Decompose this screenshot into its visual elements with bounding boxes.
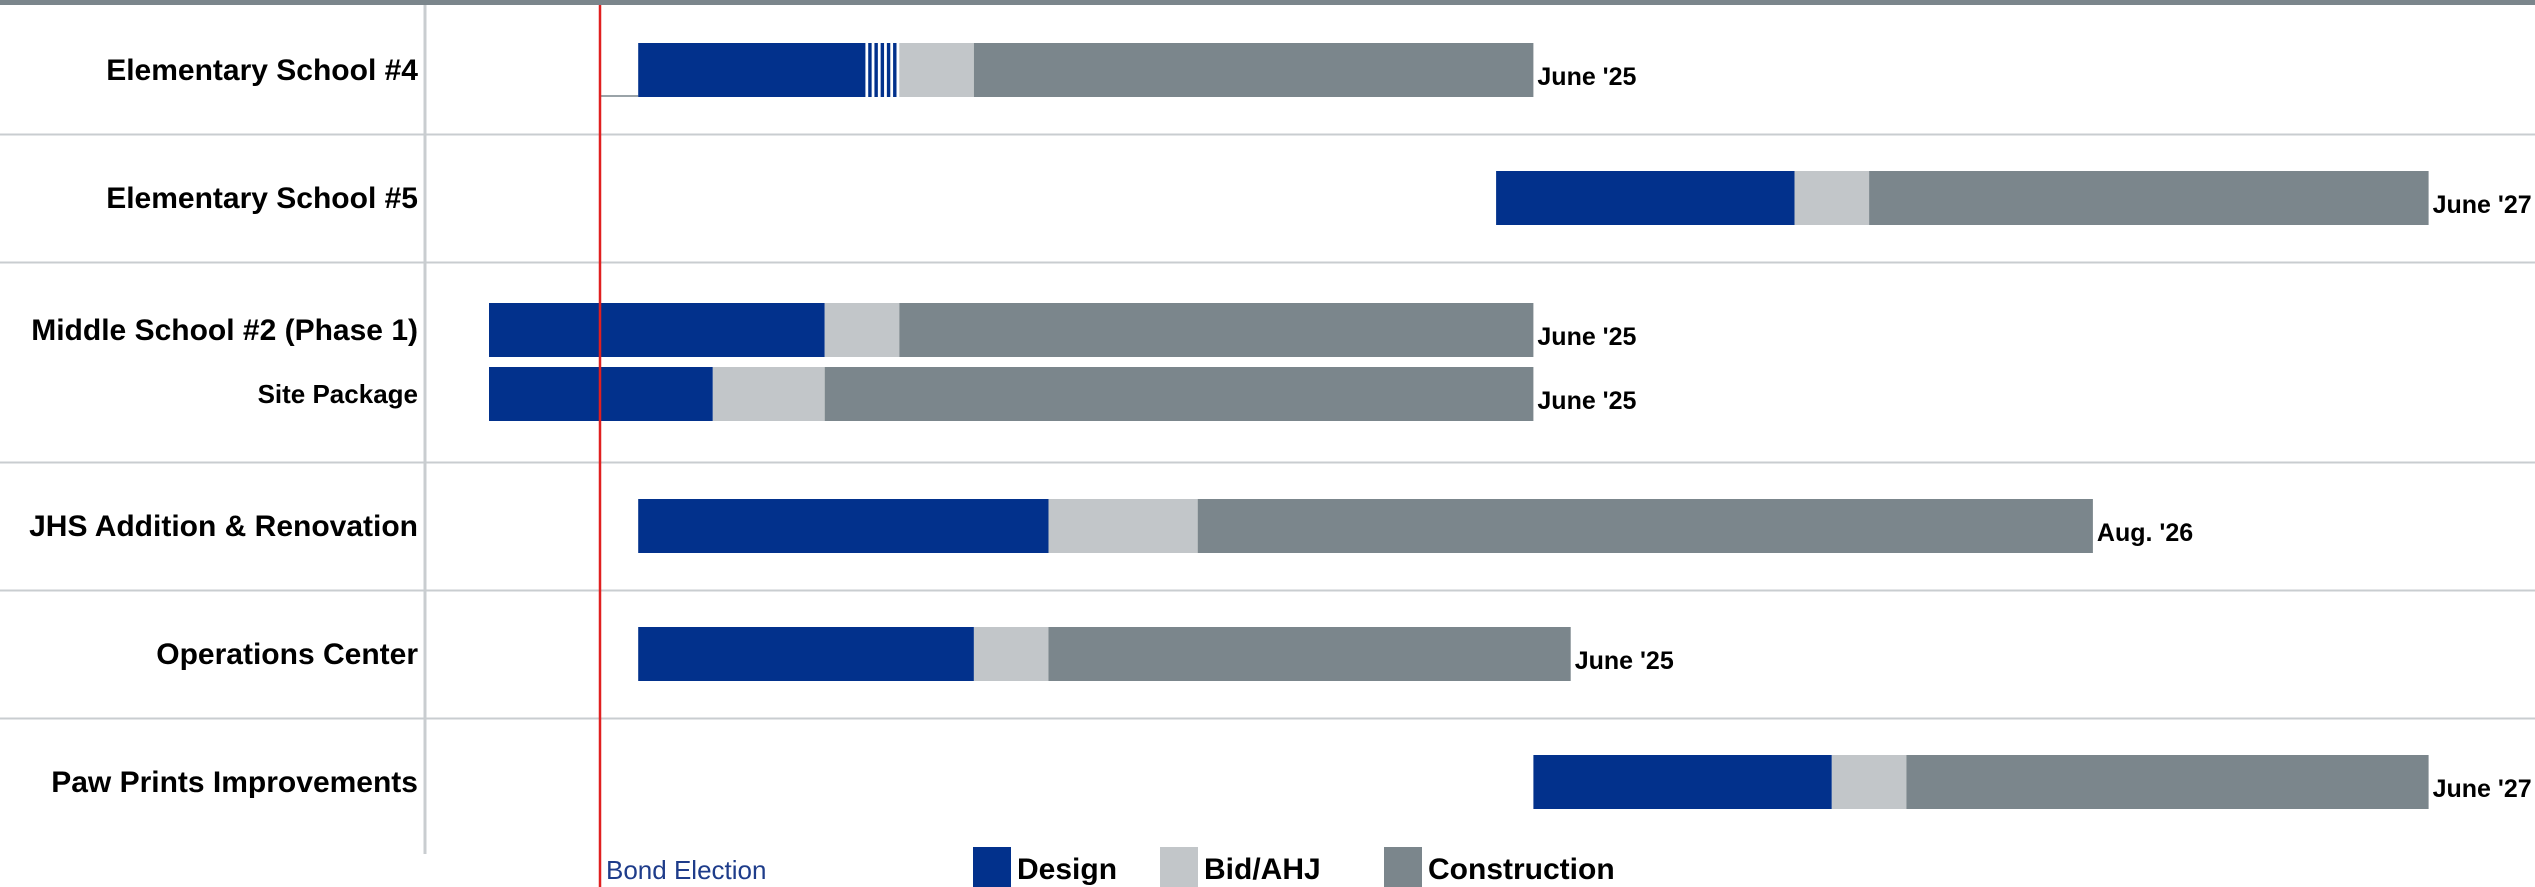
row-label: Paw Prints Improvements [51, 766, 418, 799]
transition-stripe [862, 43, 866, 97]
transition-stripe [886, 43, 891, 97]
bid-segment [1831, 755, 1907, 809]
legend-swatch-bid [1160, 847, 1198, 887]
construction-segment [1048, 627, 1571, 681]
row-sublabel: Site Package [258, 379, 418, 409]
legend-label-design: Design [1017, 853, 1117, 886]
row-label: Elementary School #4 [106, 54, 418, 87]
bid-segment [712, 367, 825, 421]
transition-stripe [868, 43, 872, 97]
row-label: Operations Center [156, 638, 418, 671]
design-segment [638, 499, 1049, 553]
end-date-label: June '27 [2433, 775, 2532, 803]
bond-election-label: Bond Election [606, 855, 766, 885]
legend-label-bid: Bid/AHJ [1204, 853, 1321, 886]
construction-segment [1906, 755, 2429, 809]
top-border [0, 0, 2535, 5]
row-label: Elementary School #5 [106, 182, 418, 215]
row-label: Middle School #2 (Phase 1) [31, 314, 418, 347]
end-date-label: Aug. '26 [2097, 519, 2193, 547]
bid-segment [899, 43, 974, 97]
bid-segment [973, 627, 1049, 681]
construction-segment [1197, 499, 2093, 553]
design-segment [638, 43, 862, 97]
legend-swatch-design [973, 847, 1011, 887]
construction-segment [824, 367, 1534, 421]
end-date-label: June '25 [1537, 63, 1636, 91]
design-segment [1533, 755, 1832, 809]
end-date-label: June '25 [1537, 387, 1636, 415]
end-date-label: June '27 [2433, 191, 2532, 219]
design-segment [638, 627, 974, 681]
design-segment [1496, 171, 1795, 225]
design-segment [489, 303, 825, 357]
legend-swatch-construction [1384, 847, 1422, 887]
end-date-label: June '25 [1575, 647, 1674, 675]
bid-segment [1794, 171, 1870, 225]
transition-stripe [893, 43, 897, 97]
end-date-label: June '25 [1537, 323, 1636, 351]
construction-segment [899, 303, 1534, 357]
transition-stripe [880, 43, 885, 97]
row-label: JHS Addition & Renovation [29, 510, 418, 543]
construction-segment [1869, 171, 2429, 225]
bid-segment [1048, 499, 1198, 553]
bid-segment [824, 303, 900, 357]
legend-label-construction: Construction [1428, 853, 1615, 886]
construction-segment [973, 43, 1534, 97]
transition-stripe [874, 43, 878, 97]
